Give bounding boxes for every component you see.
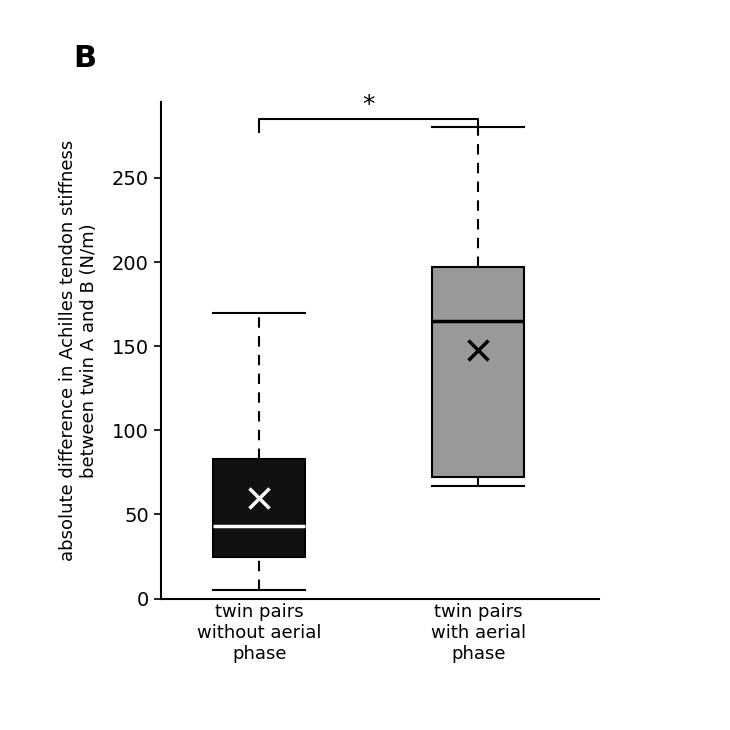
Bar	[432, 267, 524, 477]
Text: *: *	[363, 93, 374, 118]
Text: B: B	[73, 44, 96, 73]
Y-axis label: absolute difference in Achilles tendon stiffness
between twin A and B (N/m): absolute difference in Achilles tendon s…	[59, 139, 98, 561]
Bar	[213, 459, 305, 556]
